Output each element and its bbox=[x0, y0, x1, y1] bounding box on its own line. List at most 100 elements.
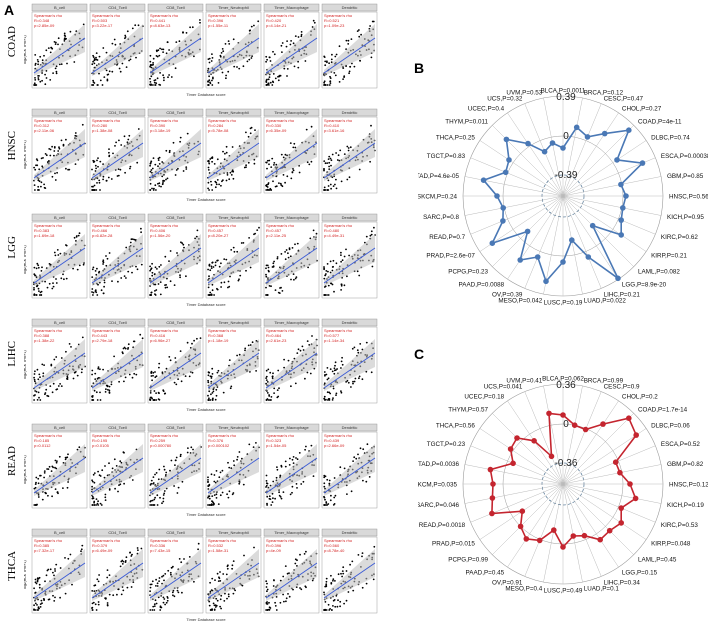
scatter-point bbox=[285, 600, 287, 603]
scatter-point bbox=[346, 379, 349, 382]
facet-title: Timer_Neutrophil bbox=[218, 425, 249, 430]
scatter-point bbox=[141, 337, 144, 340]
scatter-point bbox=[35, 285, 38, 288]
scatter-point bbox=[131, 376, 134, 379]
scatter-point bbox=[265, 375, 268, 378]
scatter-point bbox=[208, 57, 211, 60]
scatter-point bbox=[34, 168, 37, 171]
scatter-point bbox=[231, 493, 234, 496]
facet-strip bbox=[263, 528, 320, 537]
scatter-point bbox=[66, 375, 69, 378]
scatter-point bbox=[158, 362, 161, 365]
scatter-point bbox=[331, 53, 333, 56]
scatter-point bbox=[270, 504, 273, 506]
scatter-point bbox=[155, 602, 158, 605]
scatter-point bbox=[55, 356, 58, 358]
scatter-point bbox=[233, 65, 236, 68]
scatter-point bbox=[191, 371, 194, 374]
scatter-point bbox=[52, 282, 54, 284]
scatter-point bbox=[73, 236, 76, 239]
scatter-point bbox=[242, 65, 245, 68]
scatter-point bbox=[225, 151, 228, 154]
scatter-point bbox=[149, 189, 152, 191]
scatter-point bbox=[124, 376, 127, 379]
regression-line bbox=[323, 352, 376, 389]
scatter-point bbox=[173, 595, 176, 598]
scatter-point bbox=[33, 184, 36, 187]
scatter-point bbox=[52, 594, 54, 597]
scatter-point bbox=[291, 491, 293, 494]
scatter-point bbox=[225, 573, 228, 576]
scatter-point bbox=[114, 43, 117, 46]
scatter-point bbox=[118, 139, 120, 142]
scatter-point bbox=[346, 145, 349, 148]
scatter-point bbox=[335, 152, 337, 154]
p-value: p=1.58e-31 bbox=[208, 548, 229, 553]
scatter-point bbox=[240, 242, 243, 244]
scatter-point bbox=[60, 139, 63, 142]
scatter-point bbox=[358, 274, 361, 277]
scatter-point bbox=[298, 171, 301, 174]
scatter-point bbox=[47, 468, 50, 470]
scatter-point bbox=[164, 573, 167, 575]
scatter-point bbox=[169, 571, 172, 574]
rho-value: R=0.368 bbox=[208, 333, 224, 338]
scatter-point bbox=[247, 344, 250, 347]
scatter-point bbox=[342, 67, 345, 69]
scatter-point bbox=[330, 582, 333, 584]
scatter-point bbox=[75, 236, 78, 238]
scatter-point bbox=[33, 84, 36, 86]
scatter-point bbox=[162, 51, 165, 53]
scatter-point bbox=[156, 582, 159, 585]
scatter-point bbox=[330, 187, 332, 190]
radar-point bbox=[560, 145, 566, 151]
radar-point bbox=[489, 240, 496, 246]
scatter-point bbox=[172, 589, 175, 592]
confidence-band bbox=[266, 339, 317, 391]
scatter-point bbox=[108, 70, 111, 73]
radar-spoke bbox=[464, 195, 564, 216]
scatter-point bbox=[327, 294, 330, 296]
rho-value: R=0.383 bbox=[34, 228, 50, 233]
scatter-point bbox=[216, 179, 219, 181]
radar-point bbox=[570, 533, 577, 539]
cancer-row-label: LIHC bbox=[6, 341, 18, 367]
scatter-point bbox=[349, 65, 351, 68]
scatter-point bbox=[232, 170, 235, 173]
scatter-point bbox=[99, 368, 101, 371]
scatter-point bbox=[249, 344, 252, 346]
radar-category-label: SKCM,P=0.035 bbox=[418, 482, 457, 489]
scatter-point bbox=[36, 262, 39, 265]
scatter-point bbox=[34, 592, 36, 594]
spearman-label: Spearman's rho bbox=[208, 118, 237, 123]
p-value: p=6.96e-27 bbox=[150, 338, 171, 343]
scatter-point bbox=[175, 41, 178, 43]
scatter-point bbox=[345, 48, 347, 50]
scatter-point bbox=[48, 282, 51, 285]
scatter-point bbox=[352, 589, 355, 592]
scatter-point bbox=[213, 294, 216, 296]
scatter-point bbox=[208, 275, 210, 278]
p-value: p=1.56e-20 bbox=[150, 233, 171, 238]
scatter-point bbox=[294, 562, 297, 565]
scatter-point bbox=[299, 553, 301, 556]
scatter-point bbox=[56, 460, 58, 462]
scatter-point bbox=[357, 554, 360, 556]
scatter-point bbox=[97, 165, 99, 168]
scatter-point bbox=[366, 443, 369, 446]
radar-point bbox=[585, 254, 592, 260]
scatter-point bbox=[149, 583, 152, 586]
radar-spoke bbox=[562, 391, 602, 485]
rho-value: R=0.312 bbox=[34, 123, 50, 128]
scatter-point bbox=[356, 349, 359, 352]
p-value: p=1.09e-23 bbox=[324, 23, 345, 28]
scatter-point bbox=[328, 168, 331, 171]
p-value: p=2.85e-09 bbox=[34, 23, 55, 28]
scatter-point bbox=[210, 180, 212, 183]
scatter-point bbox=[236, 354, 239, 357]
radar-category-label: LUSC,P=0.49 bbox=[544, 588, 583, 595]
scatter-point bbox=[208, 390, 211, 393]
scatter-point bbox=[33, 587, 35, 590]
scatter-point bbox=[338, 45, 341, 48]
scatter-point bbox=[66, 456, 69, 459]
